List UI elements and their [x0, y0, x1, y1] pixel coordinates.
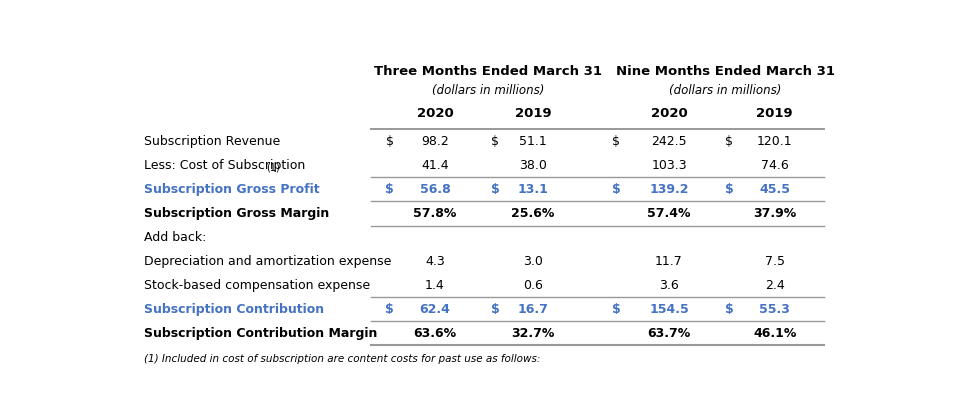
Text: 63.7%: 63.7% — [648, 327, 691, 339]
Text: 38.0: 38.0 — [519, 159, 547, 172]
Text: 46.1%: 46.1% — [753, 327, 797, 339]
Text: 25.6%: 25.6% — [511, 207, 555, 220]
Text: Subscription Revenue: Subscription Revenue — [144, 135, 281, 148]
Text: $: $ — [386, 183, 394, 196]
Text: Subscription Contribution: Subscription Contribution — [144, 303, 324, 315]
Text: $: $ — [492, 135, 500, 148]
Text: 45.5: 45.5 — [759, 183, 790, 196]
Text: 1.4: 1.4 — [425, 279, 445, 291]
Text: 37.9%: 37.9% — [753, 207, 797, 220]
Text: 98.2: 98.2 — [421, 135, 449, 148]
Text: 3.6: 3.6 — [659, 279, 679, 291]
Text: 62.4: 62.4 — [420, 303, 450, 315]
Text: 4.3: 4.3 — [425, 255, 445, 268]
Text: 32.7%: 32.7% — [511, 327, 555, 339]
Text: $: $ — [612, 303, 620, 315]
Text: 2020: 2020 — [651, 107, 688, 120]
Text: $: $ — [613, 135, 620, 148]
Text: 51.1: 51.1 — [519, 135, 547, 148]
Text: Add back:: Add back: — [144, 231, 206, 244]
Text: Nine Months Ended March 31: Nine Months Ended March 31 — [617, 65, 835, 78]
Text: (1) Included in cost of subscription are content costs for past use as follows:: (1) Included in cost of subscription are… — [144, 354, 541, 364]
Text: 56.8: 56.8 — [420, 183, 450, 196]
Text: 55.3: 55.3 — [760, 303, 790, 315]
Text: $: $ — [386, 135, 393, 148]
Text: 0.6: 0.6 — [523, 279, 543, 291]
Text: 57.4%: 57.4% — [648, 207, 691, 220]
Text: 3.0: 3.0 — [523, 255, 543, 268]
Text: $: $ — [491, 183, 500, 196]
Text: Stock-based compensation expense: Stock-based compensation expense — [144, 279, 370, 291]
Text: Subscription Contribution Margin: Subscription Contribution Margin — [144, 327, 378, 339]
Text: $: $ — [612, 183, 620, 196]
Text: 7.5: 7.5 — [765, 255, 785, 268]
Text: 242.5: 242.5 — [652, 135, 687, 148]
Text: (dollars in millions): (dollars in millions) — [669, 84, 782, 97]
Text: 2.4: 2.4 — [765, 279, 785, 291]
Text: Depreciation and amortization expense: Depreciation and amortization expense — [144, 255, 392, 268]
Text: 154.5: 154.5 — [649, 303, 689, 315]
Text: Less: Cost of Subscription: Less: Cost of Subscription — [144, 159, 306, 172]
Text: 139.2: 139.2 — [650, 183, 689, 196]
Text: 13.1: 13.1 — [518, 183, 548, 196]
Text: 2020: 2020 — [417, 107, 453, 120]
Text: $: $ — [491, 303, 500, 315]
Text: 2019: 2019 — [515, 107, 551, 120]
Text: 16.7: 16.7 — [518, 303, 548, 315]
Text: Subscription Gross Profit: Subscription Gross Profit — [144, 183, 320, 196]
Text: $: $ — [725, 183, 733, 196]
Text: 57.8%: 57.8% — [413, 207, 457, 220]
Text: 74.6: 74.6 — [761, 159, 789, 172]
Text: (1): (1) — [266, 163, 281, 173]
Text: 120.1: 120.1 — [757, 135, 793, 148]
Text: 41.4: 41.4 — [421, 159, 449, 172]
Text: Three Months Ended March 31: Three Months Ended March 31 — [374, 65, 602, 78]
Text: 103.3: 103.3 — [652, 159, 687, 172]
Text: (dollars in millions): (dollars in millions) — [431, 84, 544, 97]
Text: Subscription Gross Margin: Subscription Gross Margin — [144, 207, 329, 220]
Text: 63.6%: 63.6% — [413, 327, 457, 339]
Text: 11.7: 11.7 — [656, 255, 683, 268]
Text: $: $ — [726, 135, 733, 148]
Text: $: $ — [386, 303, 394, 315]
Text: 2019: 2019 — [757, 107, 793, 120]
Text: $: $ — [725, 303, 733, 315]
